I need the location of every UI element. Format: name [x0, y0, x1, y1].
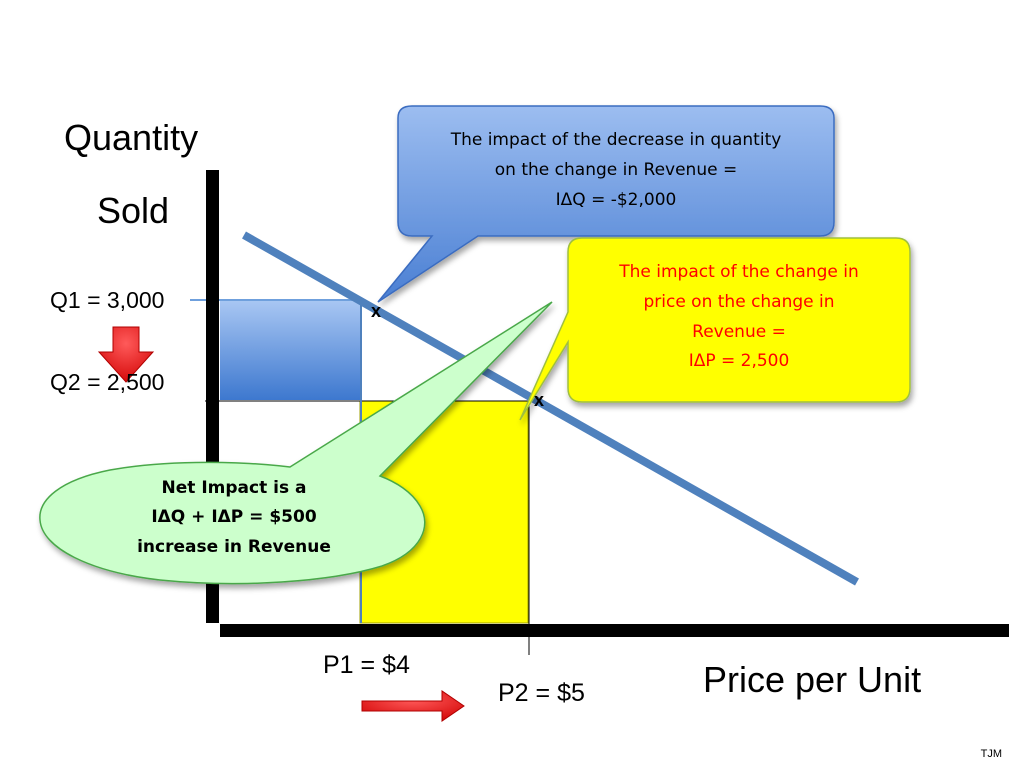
price-impact-line-3: Revenue = — [692, 321, 786, 342]
q1-label: Q1 = 3,000 — [50, 287, 165, 313]
net-impact-line-1: Net Impact is a — [161, 478, 307, 498]
q2-label: Q2 = 2,500 — [50, 369, 165, 395]
price-impact-callout — [519, 237, 911, 421]
y-axis-title-line1: Quantity — [64, 117, 199, 158]
demand-line — [242, 231, 859, 586]
author-credit: TJM — [980, 748, 1002, 760]
quantity-impact-area — [220, 300, 360, 400]
net-impact-callout — [39, 301, 553, 585]
price-increase-arrow — [361, 690, 465, 722]
y-axis-title-line2: Sold — [97, 190, 170, 231]
p1-label: P1 = $4 — [323, 651, 410, 679]
quantity-decrease-arrow — [97, 326, 155, 383]
price-impact-line-4: IΔP = 2,500 — [688, 351, 790, 372]
net-impact-text: Net Impact is a IΔQ + IΔP = $500 increas… — [60, 474, 408, 562]
net-impact-line-3: increase in Revenue — [137, 536, 331, 557]
quantity-impact-callout — [377, 105, 835, 303]
price-impact-line-2: price on the change in — [643, 291, 835, 312]
quantity-impact-line-2: on the change in Revenue = — [494, 159, 738, 180]
quantity-impact-line-1: The impact of the decrease in quantity — [450, 130, 782, 150]
net-impact-line-2: IΔQ + IΔP = $500 — [151, 507, 317, 528]
point-q1-marker: x — [371, 301, 382, 321]
quantity-impact-line-3: IΔQ = -$2,000 — [555, 189, 677, 210]
price-impact-line-1: The impact of the change in — [619, 262, 859, 282]
point-q2-marker: x — [534, 390, 545, 410]
quantity-impact-text: The impact of the decrease in quantity o… — [404, 126, 828, 215]
price-impact-text: The impact of the change in price on the… — [572, 258, 906, 377]
x-axis — [220, 624, 1009, 637]
x-axis-title: Price per Unit — [703, 659, 922, 700]
p2-label: P2 = $5 — [498, 679, 585, 707]
